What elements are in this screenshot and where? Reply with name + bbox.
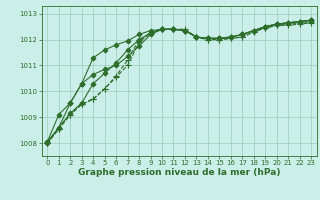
- X-axis label: Graphe pression niveau de la mer (hPa): Graphe pression niveau de la mer (hPa): [78, 168, 280, 177]
